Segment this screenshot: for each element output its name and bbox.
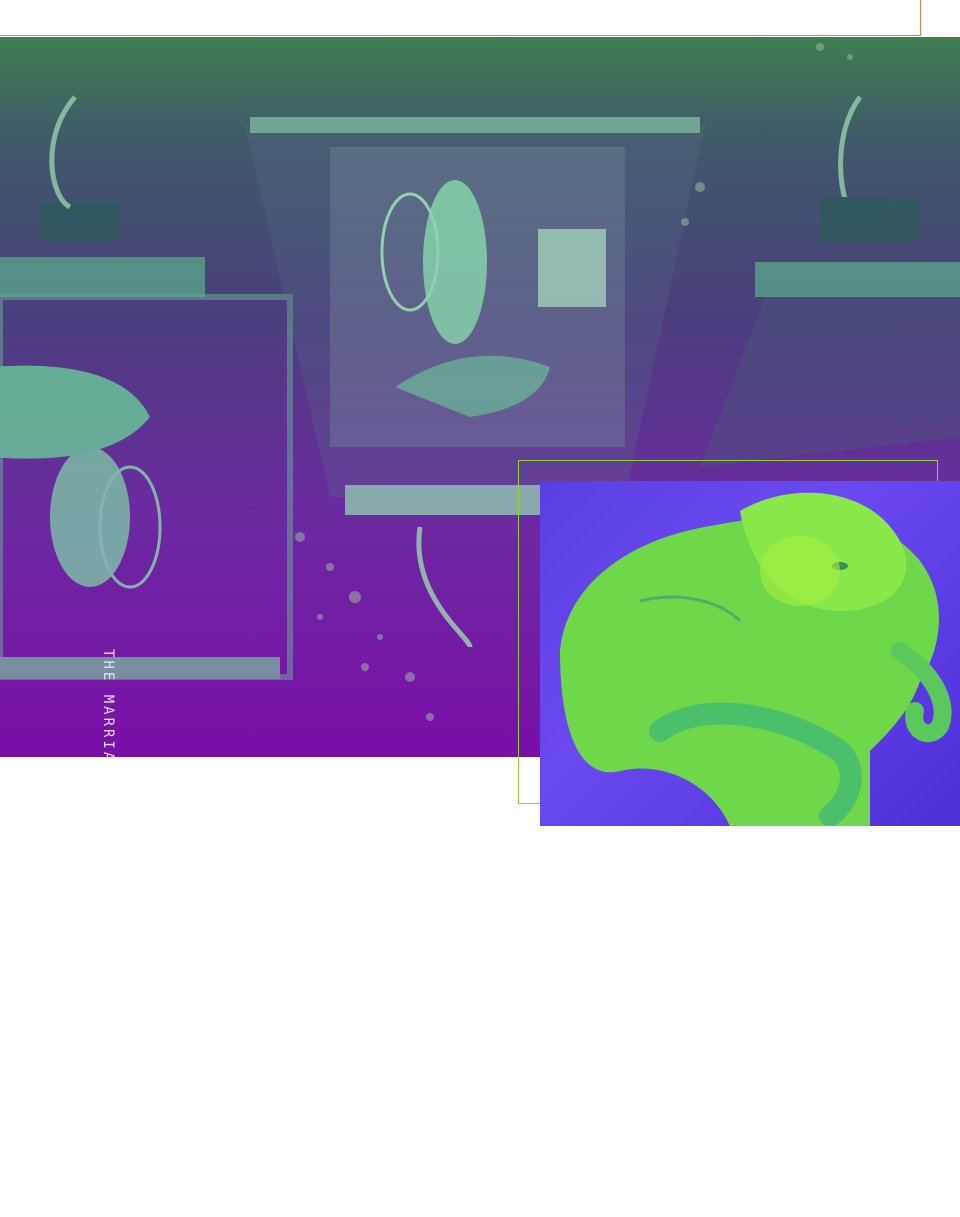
top-orange-frame	[0, 0, 921, 36]
vertical-caption: THE MARRIAGE OF	[100, 649, 116, 757]
elephant-illustration	[560, 492, 952, 826]
hero-image: THE MARRIAGE OF	[0, 37, 960, 757]
center-machine	[245, 117, 705, 648]
elephant-figure	[560, 492, 952, 826]
right-machine	[700, 95, 960, 467]
machine-boxes-illustration	[0, 43, 960, 721]
floating-droplets	[295, 43, 853, 721]
elephant-photo	[540, 481, 960, 826]
left-machine	[0, 95, 293, 680]
